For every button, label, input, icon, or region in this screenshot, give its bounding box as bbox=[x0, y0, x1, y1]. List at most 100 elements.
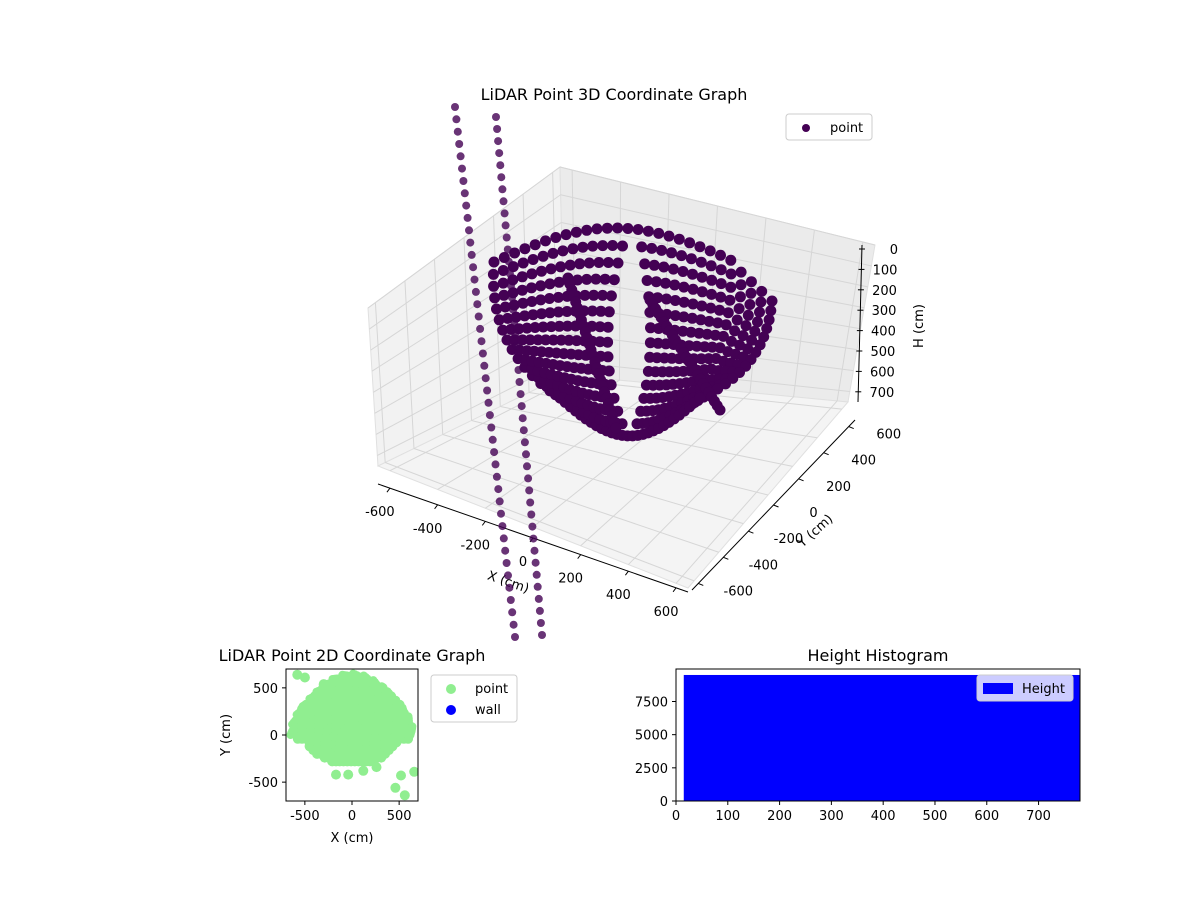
point-3d bbox=[579, 289, 591, 301]
point-3d bbox=[669, 310, 681, 322]
point-3d bbox=[574, 258, 586, 270]
point-3d bbox=[519, 243, 531, 255]
x-tick-label-3d: 600 bbox=[654, 605, 679, 620]
point-3d bbox=[545, 321, 557, 333]
point-3d bbox=[608, 274, 620, 286]
y-tick-label-3d: -200 bbox=[774, 532, 804, 547]
point-3d bbox=[488, 280, 500, 292]
point-3d bbox=[678, 281, 690, 293]
point-3d bbox=[536, 619, 545, 627]
point-3d bbox=[456, 152, 465, 161]
point-3d bbox=[528, 522, 537, 531]
grid-line bbox=[404, 280, 415, 449]
point-3d bbox=[746, 334, 758, 346]
point-3d bbox=[526, 282, 537, 294]
x-tick-label-3d: 0 bbox=[519, 555, 527, 570]
point-2d bbox=[390, 782, 401, 793]
y-tick-3d bbox=[723, 556, 729, 560]
y-tick-label-2d: 500 bbox=[253, 682, 278, 697]
grid-line bbox=[370, 222, 562, 351]
point-3d bbox=[519, 426, 528, 435]
point-3d bbox=[645, 322, 656, 334]
point-3d bbox=[511, 329, 520, 338]
point-3d bbox=[754, 306, 765, 318]
grid-line bbox=[561, 221, 868, 288]
x-tick-3d bbox=[434, 504, 439, 510]
point-3d bbox=[729, 325, 741, 337]
y-tick-3d bbox=[848, 426, 854, 430]
point-3d bbox=[497, 324, 509, 336]
point-3d bbox=[469, 263, 478, 272]
point-3d bbox=[494, 485, 503, 494]
legend-histogram: Height bbox=[976, 674, 1074, 702]
point-3d bbox=[514, 366, 523, 374]
point-3d bbox=[687, 298, 699, 310]
point-3d bbox=[595, 305, 607, 317]
point-2d bbox=[331, 769, 341, 780]
x-tick-label-3d: -200 bbox=[461, 538, 491, 553]
point-3d bbox=[521, 322, 533, 334]
grid-line bbox=[560, 194, 872, 267]
ticks-2d: -500 0 500 -500 0 500 bbox=[248, 682, 411, 824]
point-3d bbox=[695, 314, 707, 326]
point-3d bbox=[550, 232, 562, 243]
point-3d bbox=[696, 300, 708, 312]
point-3d bbox=[501, 546, 510, 555]
point-3d bbox=[460, 189, 469, 198]
point-3d bbox=[507, 281, 515, 290]
x-tick-label-histogram: 700 bbox=[1026, 809, 1051, 824]
point-3d bbox=[567, 243, 579, 255]
point-3d bbox=[667, 263, 679, 275]
plot-3d: LiDAR Point 3D Coordinate Graph -600 -400… bbox=[365, 85, 927, 641]
point-3d bbox=[706, 288, 717, 300]
point-3d bbox=[499, 534, 508, 543]
point-3d bbox=[526, 296, 538, 307]
point-3d bbox=[581, 224, 593, 236]
point-3d bbox=[740, 320, 752, 332]
z-tick-label-3d: 600 bbox=[870, 365, 895, 380]
legend-2d-marker-point bbox=[446, 684, 456, 694]
point-3d bbox=[547, 247, 559, 259]
point-3d bbox=[497, 173, 506, 182]
point-3d bbox=[480, 361, 489, 370]
point-2d bbox=[394, 699, 405, 710]
point-3d bbox=[593, 257, 605, 268]
point-3d bbox=[685, 253, 697, 265]
point-3d bbox=[508, 608, 517, 617]
y-tick-label-3d: 400 bbox=[851, 454, 876, 469]
x-tick-label-histogram: 400 bbox=[871, 809, 896, 824]
x-tick-label-3d: 400 bbox=[606, 588, 631, 603]
point-3d bbox=[476, 324, 485, 333]
plot-histogram: Height Histogram 0 100 200 300 400 500 600 7000… bbox=[635, 646, 1081, 824]
point-3d bbox=[534, 594, 543, 603]
point-3d bbox=[641, 275, 653, 286]
point-3d bbox=[696, 271, 708, 283]
grid-line bbox=[433, 259, 444, 435]
point-3d bbox=[617, 240, 628, 252]
point-3d bbox=[529, 322, 541, 333]
point-3d bbox=[725, 254, 737, 266]
point-3d bbox=[607, 240, 619, 251]
point-3d bbox=[588, 289, 600, 301]
plot-2d: LiDAR Point 2D Coordinate Graph -500 0 500… bbox=[219, 646, 518, 846]
point-3d bbox=[695, 256, 707, 268]
point-3d bbox=[493, 314, 505, 326]
x-tick-label-2d: 500 bbox=[387, 809, 412, 824]
y-tick-label-histogram: 2500 bbox=[635, 762, 668, 777]
point-2d bbox=[403, 725, 414, 736]
point-3d bbox=[714, 304, 725, 316]
point-3d bbox=[496, 161, 505, 170]
scatter-2d-area bbox=[286, 669, 418, 801]
chart-2d-title: LiDAR Point 2D Coordinate Graph bbox=[219, 646, 486, 665]
x-tick-3d bbox=[672, 587, 677, 593]
point-3d bbox=[462, 201, 471, 210]
point-3d bbox=[656, 244, 668, 256]
point-3d bbox=[500, 209, 509, 218]
point-3d bbox=[663, 230, 675, 242]
point-3d bbox=[694, 241, 706, 253]
point-3d bbox=[587, 240, 599, 252]
point-3d bbox=[562, 320, 573, 332]
point-3d bbox=[586, 305, 598, 317]
point-3d bbox=[513, 353, 522, 362]
